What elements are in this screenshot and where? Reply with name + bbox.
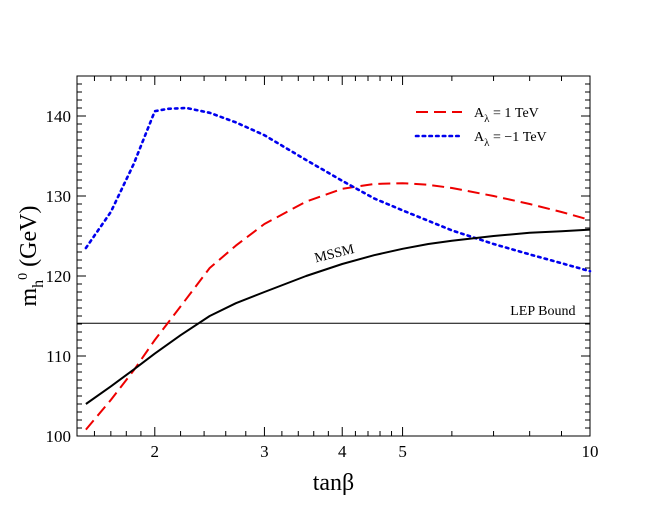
series-mssm: [85, 228, 591, 405]
plot-frame: [76, 75, 591, 437]
y-tick-label: 120: [46, 267, 72, 286]
legend-label: Aλ = 1 TeV: [474, 106, 539, 125]
lep-bound-label: LEP Bound: [510, 304, 575, 319]
x-tick-label: 2: [151, 442, 160, 461]
y-axis-title: mh0 (GeV): [16, 206, 47, 307]
y-tick-label: 100: [46, 427, 72, 446]
y-tick-label: 110: [46, 347, 71, 366]
legend: Aλ = 1 TeV Aλ = −1 TeV: [414, 106, 547, 149]
x-tick-label: 4: [338, 442, 347, 461]
legend-label: Aλ = −1 TeV: [474, 130, 547, 149]
series-curves: [77, 106, 592, 431]
y-tick-label: 130: [46, 187, 72, 206]
plot-border: [76, 75, 591, 437]
axis-ticks: 2 3 4 5 10 100 110 120 130 140: [46, 75, 599, 461]
x-tick-label: 3: [260, 442, 269, 461]
x-axis-title: tanβ: [313, 470, 355, 496]
series-a-lambda-minus-1tev: [84, 106, 592, 273]
x-tick-label: 10: [582, 442, 599, 461]
x-tick-label: 5: [398, 442, 407, 461]
y-tick-label: 140: [46, 107, 72, 126]
